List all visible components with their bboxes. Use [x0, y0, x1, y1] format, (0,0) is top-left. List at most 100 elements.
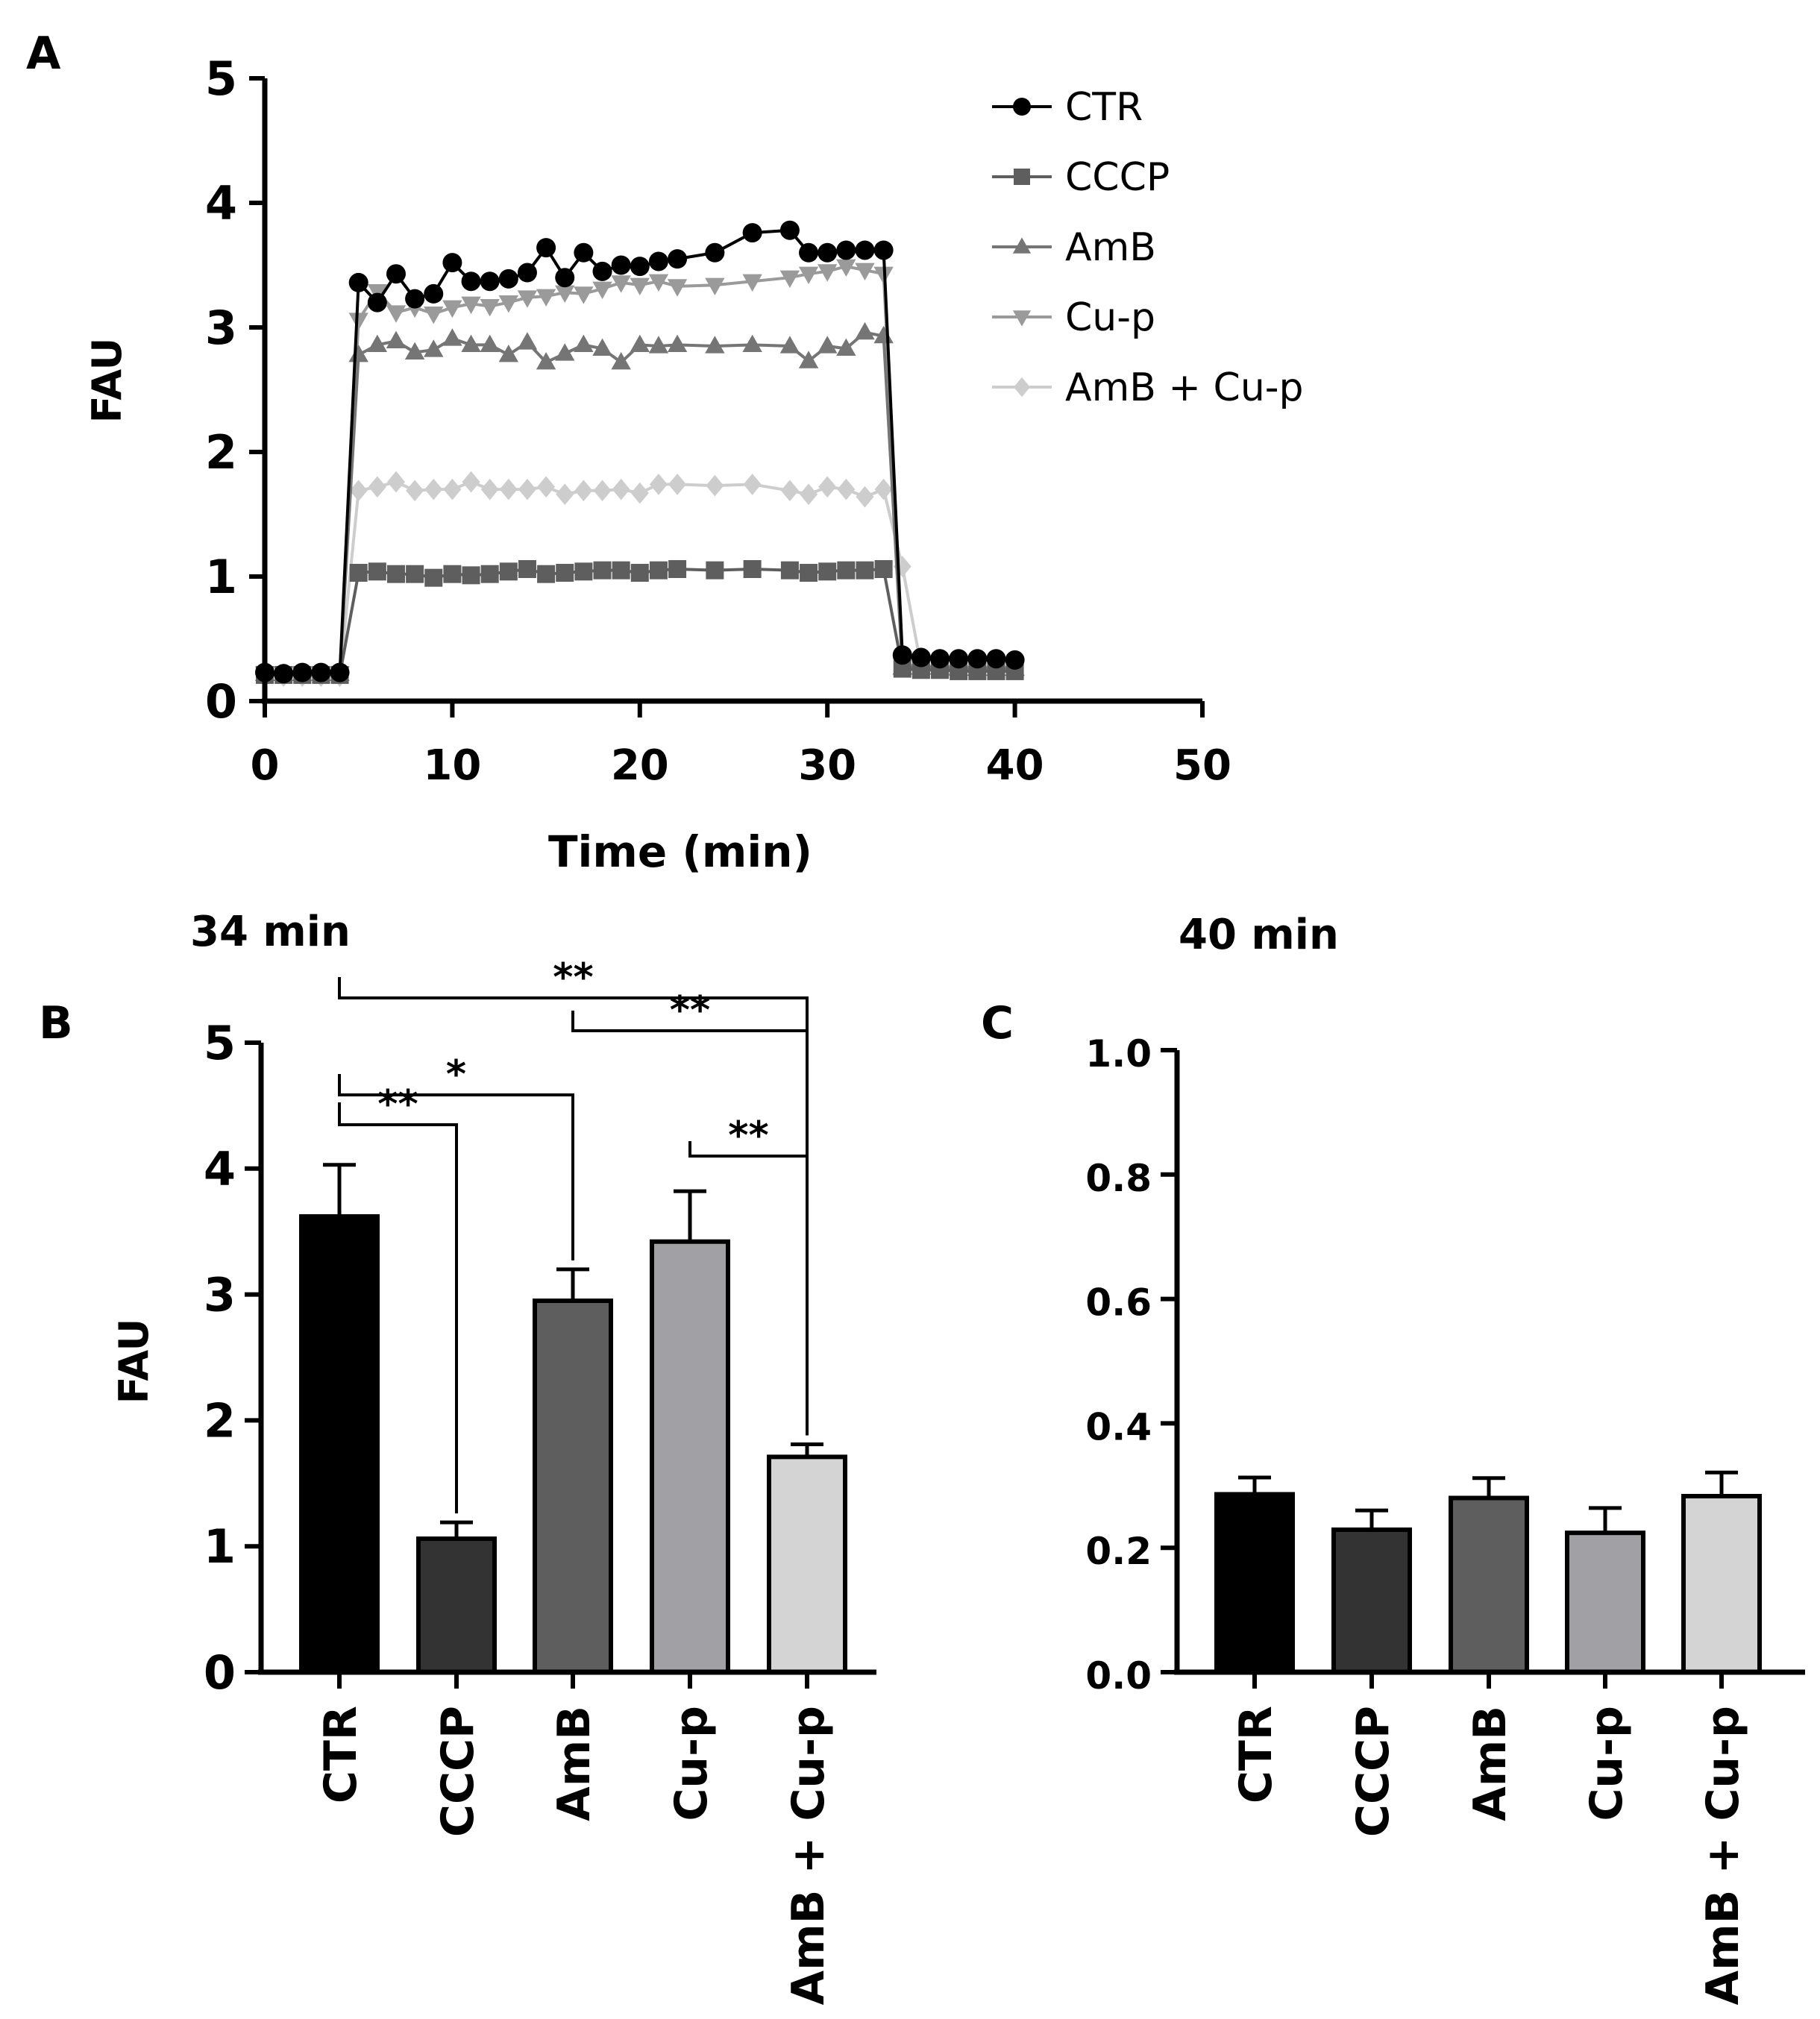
panel-a-data-point — [367, 292, 387, 313]
panel-a-data-point — [649, 474, 668, 495]
panel-b-significance-label: ** — [377, 1082, 418, 1127]
panel-a-data-point — [668, 249, 688, 269]
panel-a-data-point — [818, 336, 838, 354]
panel-a-data-point — [856, 486, 874, 508]
panel-a-data-point — [462, 471, 480, 493]
panel-a-data-point — [630, 482, 649, 504]
panel-a-legend-marker — [1014, 377, 1030, 398]
panel-a-data-point — [855, 321, 875, 340]
panel-a-data-point — [348, 313, 368, 330]
panel-a-data-point — [668, 474, 687, 495]
panel-a-data-point — [836, 338, 856, 356]
panel-a-x-tick-label: 40 — [986, 741, 1044, 790]
panel-a-data-point — [874, 478, 893, 500]
panel-a-x-tick-label: 10 — [423, 741, 481, 790]
panel-a-data-point — [517, 263, 537, 283]
panel-a-data-point — [498, 269, 518, 289]
panel-c-y-ticks: 0.0 0.2 0.4 0.6 0.8 1.0 — [1085, 1032, 1177, 1698]
panel-b-significance-bracket — [338, 1102, 458, 1514]
panel-a-data-point — [856, 561, 874, 580]
panel-a-data-point — [556, 563, 574, 582]
panel-a-data-point — [443, 565, 462, 583]
panel-c-y-tick-label: 0.6 — [1085, 1281, 1152, 1325]
panel-a-data-point — [499, 562, 518, 581]
panel-a-legend: CTR CCCP AmB Cu-p AmB + Cu-p — [992, 85, 1304, 410]
panel-c-category-label: CCCP — [1347, 1706, 1399, 1837]
panel-a-data-point — [705, 277, 725, 296]
panel-a-data-point — [837, 561, 856, 580]
panel-a-data-point — [648, 274, 669, 292]
panel-a-data-point — [818, 562, 837, 581]
panel-a-data-point — [855, 240, 875, 260]
panel-a-data-point — [1005, 650, 1025, 670]
panel-a-data-point — [949, 649, 969, 669]
panel-a-data-point — [536, 289, 556, 307]
panel-a-data-point — [480, 565, 499, 583]
panel-a-data-point — [386, 330, 407, 348]
panel-a-data-point — [667, 279, 688, 297]
panel-c-x-ticks: CTR CCCP AmB Cu-p AmB + Cu-p — [1230, 1672, 1749, 2005]
panel-b-y-ticks: 0 1 2 3 4 5 — [204, 1016, 261, 1700]
panel-a-data-point — [555, 285, 575, 304]
panel-a-y-tick-label: 4 — [205, 176, 237, 230]
panel-a-data-point — [348, 272, 368, 292]
panel-a-series-layer — [254, 220, 1025, 687]
panel-a-data-point — [779, 220, 800, 240]
panel-c-y-tick-label: 0.2 — [1085, 1530, 1152, 1573]
panel-b-category-label: CTR — [315, 1706, 367, 1803]
panel-a-data-point — [574, 334, 594, 352]
panel-a-data-point — [930, 649, 950, 669]
panel-a-data-point — [779, 336, 800, 354]
panel-a-data-point — [630, 277, 650, 296]
panel-a-data-point — [743, 474, 762, 495]
panel-b-y-tick-label: 0 — [204, 1645, 236, 1700]
panel-c-bar — [1449, 1495, 1529, 1674]
panel-a-data-point — [611, 351, 631, 370]
panel-a-data-point — [536, 238, 556, 258]
panel-b-bar — [767, 1454, 847, 1675]
panel-b-category-label: Cu-p — [665, 1706, 718, 1821]
panel-a-data-point — [818, 264, 838, 282]
panel-a-data-point — [424, 478, 443, 500]
panel-a-data-point — [424, 339, 444, 357]
panel-c-y-tick-label: 0.0 — [1085, 1654, 1152, 1698]
panel-b-significance-brackets: ********* — [338, 955, 809, 1514]
panel-c-letter: C — [981, 997, 1014, 1049]
panel-a-data-point — [556, 483, 574, 506]
panel-a-data-point — [706, 561, 724, 580]
panel-b-significance-label: ** — [553, 955, 593, 1000]
panel-a-data-point — [612, 478, 630, 500]
panel-a-x-tick-label: 0 — [251, 741, 280, 790]
panel-a-data-point — [593, 561, 612, 580]
panel-a-data-point — [386, 305, 407, 323]
panel-a-data-point — [799, 242, 819, 263]
panel-b-bars-layer — [299, 1163, 847, 1675]
panel-a-data-point — [800, 563, 818, 582]
panel-b-letter: B — [39, 997, 73, 1049]
panel-b-y-tick-label: 3 — [204, 1268, 236, 1322]
panel-a-data-point — [406, 565, 424, 583]
panel-a-data-point — [592, 281, 612, 300]
panel-a-data-point — [874, 559, 893, 578]
panel-a-x-tick-label: 20 — [611, 741, 669, 790]
panel-a-x-tick-label: 50 — [1173, 741, 1231, 790]
panel-a-data-point — [386, 471, 405, 493]
panel-c-category-label: AmB — [1464, 1706, 1516, 1821]
panel-a-data-point — [292, 662, 313, 682]
panel-c-y-tick-label: 0.4 — [1085, 1405, 1152, 1448]
panel-a-data-point — [330, 662, 350, 682]
panel-b-significance-label: ** — [728, 1114, 768, 1158]
panel-a-data-point — [780, 480, 799, 502]
panel-a-data-point — [555, 268, 575, 288]
panel-b-significance-label: * — [446, 1052, 466, 1097]
panel-a-data-point — [837, 478, 856, 500]
panel-a-data-point — [386, 565, 405, 583]
panel-b-category-label: AmB — [548, 1706, 600, 1821]
panel-b-bar — [533, 1299, 613, 1675]
panel-a-x-tick-label: 30 — [798, 741, 856, 790]
panel-a-data-point — [798, 351, 819, 368]
panel-c-y-tick-label: 1.0 — [1085, 1032, 1152, 1076]
panel-b-y-tick-label: 2 — [204, 1393, 236, 1448]
panel-b-y-axis-label: FAU — [110, 1319, 157, 1404]
